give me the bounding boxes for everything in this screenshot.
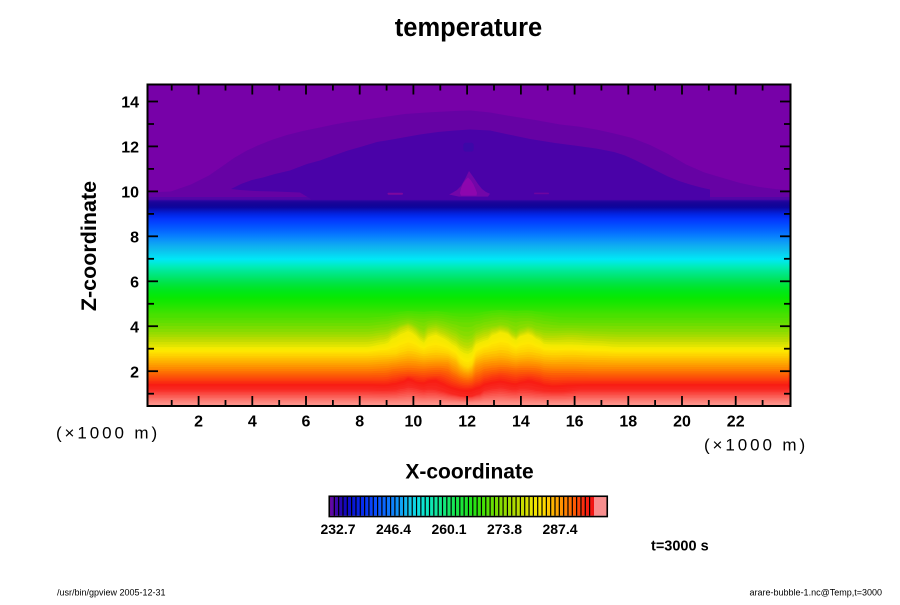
svg-text:14: 14 <box>121 95 139 112</box>
svg-text:10: 10 <box>121 185 139 202</box>
svg-text:287.4: 287.4 <box>542 521 577 537</box>
svg-text:10: 10 <box>405 414 423 431</box>
svg-text:4: 4 <box>130 319 139 336</box>
svg-text:4: 4 <box>248 414 257 431</box>
svg-text:8: 8 <box>355 414 364 431</box>
svg-text:232.7: 232.7 <box>320 521 355 537</box>
svg-text:6: 6 <box>130 274 139 291</box>
svg-text:260.1: 260.1 <box>431 521 466 537</box>
svg-text:22: 22 <box>727 414 745 431</box>
svg-text:2: 2 <box>194 414 203 431</box>
svg-text:18: 18 <box>619 414 637 431</box>
svg-text:12: 12 <box>121 140 139 157</box>
svg-text:20: 20 <box>673 414 691 431</box>
svg-text:X-coordinate: X-coordinate <box>405 461 533 484</box>
svg-text:246.4: 246.4 <box>376 521 411 537</box>
svg-text:8: 8 <box>130 229 139 246</box>
svg-text:2: 2 <box>130 364 139 381</box>
svg-text:12: 12 <box>458 414 476 431</box>
svg-text:/usr/bin/gpview 2005-12-31: /usr/bin/gpview 2005-12-31 <box>57 588 166 598</box>
svg-text:temperature: temperature <box>395 14 542 42</box>
svg-text:273.8: 273.8 <box>487 521 522 537</box>
svg-text:6: 6 <box>302 414 311 431</box>
svg-text:16: 16 <box>566 414 584 431</box>
svg-text:14: 14 <box>512 414 530 431</box>
svg-text:(×1000 m): (×1000 m) <box>704 436 808 455</box>
svg-text:(×1000 m): (×1000 m) <box>56 424 160 443</box>
svg-text:arare-bubble-1.nc@Temp,t=3000: arare-bubble-1.nc@Temp,t=3000 <box>750 588 882 598</box>
svg-text:Z-coordinate: Z-coordinate <box>77 181 101 311</box>
svg-text:t=3000 s: t=3000 s <box>651 539 709 555</box>
